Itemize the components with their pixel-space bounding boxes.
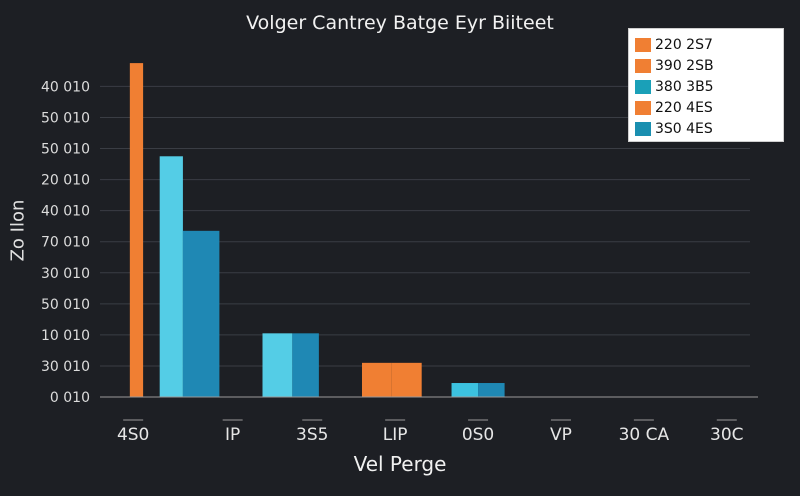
legend-swatch xyxy=(635,121,651,136)
y-tick-label: 20 010 xyxy=(41,173,90,189)
y-tick-label: 30 010 xyxy=(41,359,90,375)
y-tick-label: 50 010 xyxy=(41,110,90,126)
legend-label: 390 2SB xyxy=(655,57,714,74)
y-tick-label: 40 010 xyxy=(41,79,90,95)
y-axis-label: Zo Ilon xyxy=(7,199,29,262)
bar xyxy=(361,362,392,397)
x-tick-label: 30C xyxy=(710,425,744,445)
x-tick-label: 0S0 xyxy=(462,425,494,445)
bar xyxy=(478,383,505,397)
x-tick-label: IP xyxy=(225,425,240,445)
grid-layer xyxy=(100,85,750,367)
legend-swatch xyxy=(635,58,651,73)
chart-title: Volger Cantrey Batge Eyr Biiteet xyxy=(246,12,554,34)
y-tick-label: 50 010 xyxy=(41,297,90,313)
bar xyxy=(391,362,422,397)
bar xyxy=(159,156,183,397)
y-tick-label: 0 010 xyxy=(50,390,90,406)
legend-label: 3S0 4ES xyxy=(655,120,713,137)
y-tick-label: 30 010 xyxy=(41,266,90,282)
y-tick-label: 10 010 xyxy=(41,328,90,344)
bar xyxy=(292,333,319,397)
bar xyxy=(182,230,220,397)
x-tick-label: 4S0 xyxy=(117,425,149,445)
y-tick-label: 70 010 xyxy=(41,235,90,251)
bar-layer xyxy=(129,63,505,398)
x-tick-label: LIP xyxy=(383,425,408,445)
y-tick-label: 40 010 xyxy=(41,204,90,220)
legend-label: 380 3B5 xyxy=(655,78,714,95)
legend: 220 2S7 390 2SB 380 3B5 220 4ES 3S0 4ES xyxy=(628,28,784,142)
x-tick-label: 30 CA xyxy=(619,425,670,445)
legend-item: 3S0 4ES xyxy=(635,118,783,139)
legend-item: 380 3B5 xyxy=(635,76,783,97)
y-tick-layer: 0 010 30 010 10 010 50 010 30 010 70 010 40 01… xyxy=(41,79,90,406)
legend-item: 390 2SB xyxy=(635,55,783,76)
y-tick-label: 50 010 xyxy=(41,142,90,158)
legend-label: 220 4ES xyxy=(655,99,713,116)
x-tick-label: 3S5 xyxy=(296,425,328,445)
bar xyxy=(129,63,144,398)
legend-item: 220 4ES xyxy=(635,97,783,118)
legend-label: 220 2S7 xyxy=(655,36,713,53)
bar xyxy=(262,333,293,397)
legend-swatch xyxy=(635,79,651,94)
legend-swatch xyxy=(635,37,651,52)
legend-swatch xyxy=(635,100,651,115)
x-tick-label: VP xyxy=(550,425,572,445)
legend-item: 220 2S7 xyxy=(635,34,783,55)
bar xyxy=(451,383,479,397)
x-tick-layer: 4S0 IP 3S5 LIP 0S0 VP 30 CA 30C xyxy=(117,419,744,445)
x-axis-label: Vel Perge xyxy=(353,452,447,476)
